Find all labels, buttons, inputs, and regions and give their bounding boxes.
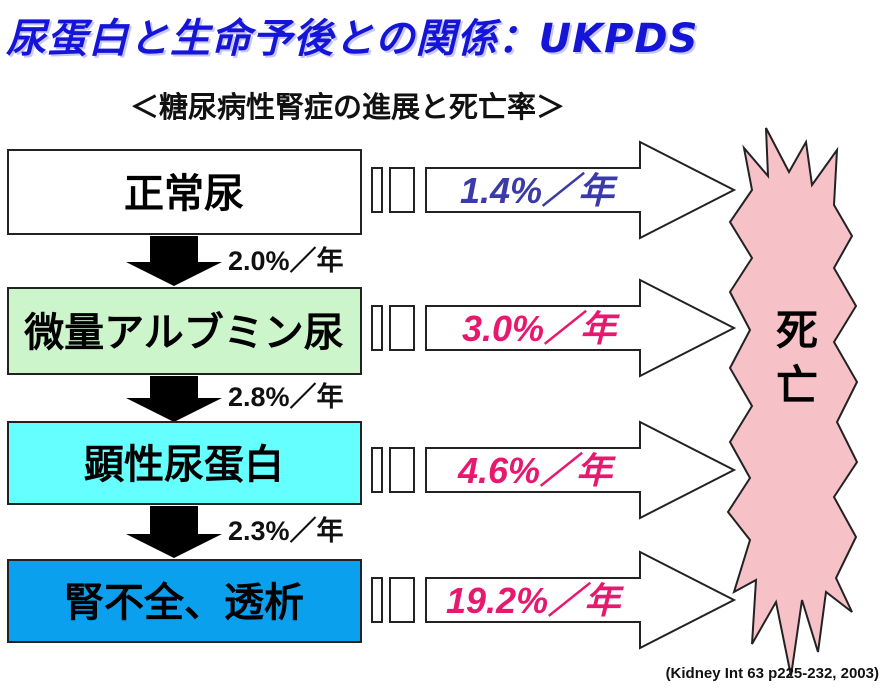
progression-rate-3: 2.3%／年: [228, 515, 344, 546]
stage-down-arrow-1: [126, 236, 222, 286]
death-label-line2: 亡: [776, 361, 818, 410]
mortality-rate-label: 19.2%／年: [446, 580, 624, 621]
stage-label: 顕性尿蛋白: [84, 442, 284, 488]
death-label-line1: 死: [776, 306, 818, 355]
mortality-rate-label: 1.4%／年: [460, 170, 618, 211]
mortality-arrow-1: 1.4%／年: [371, 140, 737, 240]
stage-down-arrow-2: [126, 376, 222, 422]
mortality-arrow-2: 3.0%／年: [371, 278, 737, 378]
progression-rate-2: 2.8%／年: [228, 381, 344, 412]
mortality-rate-label: 3.0%／年: [462, 308, 620, 349]
progression-rate-1: 2.0%／年: [228, 245, 344, 276]
mortality-rate-label: 4.6%／年: [457, 450, 616, 491]
stage-down-arrow-3: [126, 506, 222, 558]
stage-renal-failure-dialysis: 腎不全、透析: [7, 559, 362, 643]
slide-title: 尿蛋白と生命予後との関係：UKPDS: [6, 16, 699, 62]
stage-label: 正常尿: [124, 171, 244, 217]
death-outcome: 死 亡: [726, 127, 859, 677]
death-starburst-shape: [726, 127, 859, 677]
stage-overt-proteinuria: 顕性尿蛋白: [7, 421, 362, 505]
mortality-arrow-3: 4.6%／年: [371, 420, 737, 520]
stage-normal-urine: 正常尿: [7, 149, 362, 235]
stage-label: 腎不全、透析: [64, 580, 304, 626]
mortality-arrow-4: 19.2%／年: [371, 550, 737, 650]
slide-subtitle: ＜糖尿病性腎症の進展と死亡率＞: [130, 90, 566, 124]
citation: (Kidney Int 63 p225-232, 2003): [665, 665, 879, 682]
stage-microalbuminuria: 微量アルブミン尿: [7, 287, 362, 375]
stage-label: 微量アルブミン尿: [23, 310, 344, 356]
